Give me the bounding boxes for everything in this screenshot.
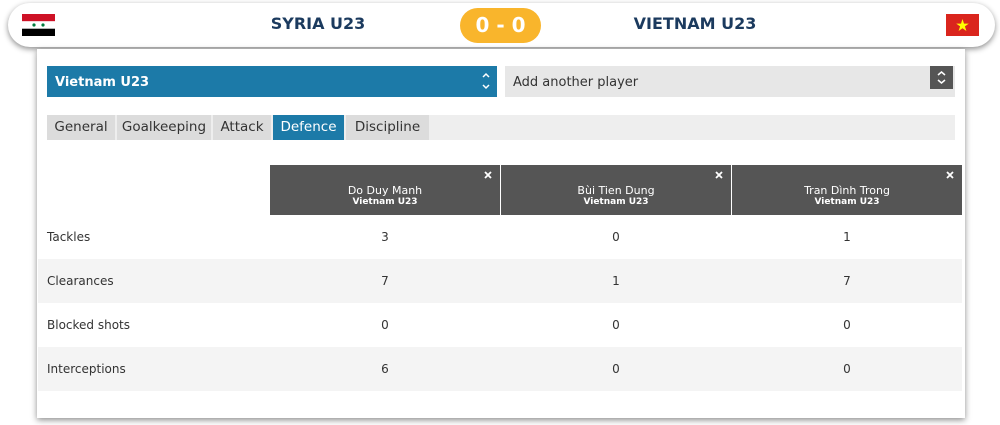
- syria-flag: [22, 14, 55, 36]
- stat-row: Tackles 3 0 1: [38, 215, 962, 259]
- player-name: Do Duy Manh: [347, 184, 423, 197]
- score: 0 - 0: [460, 8, 541, 43]
- tab[interactable]: Defence: [273, 115, 344, 140]
- player-select-text: Add another player: [513, 75, 639, 90]
- player-team: Vietnam U23: [583, 197, 649, 207]
- stat-value: 0: [843, 362, 851, 376]
- player-name: Tran Dình Trong: [804, 184, 890, 197]
- stat-value: 0: [381, 318, 389, 332]
- stat-value: 6: [381, 362, 389, 376]
- stat-value: 0: [843, 318, 851, 332]
- home-team: SYRIA U23: [270, 14, 366, 33]
- vietnam-flag: [946, 14, 979, 36]
- away-team: VIETNAM U23: [633, 14, 757, 33]
- stat-value: 0: [612, 362, 620, 376]
- player-column-header: Bùi Tien Dung Vietnam U23: [501, 165, 731, 215]
- team-select[interactable]: Vietnam U23: [47, 66, 497, 97]
- stat-row: Blocked shots 0 0 0: [38, 303, 962, 347]
- stat-label: Tackles: [47, 230, 91, 244]
- stat-value: 3: [381, 230, 389, 244]
- tab[interactable]: Goalkeeping: [117, 115, 211, 140]
- player-column-header: Do Duy Manh Vietnam U23: [270, 165, 500, 215]
- team-select-text: Vietnam U23: [55, 75, 150, 90]
- player-column-header: Tran Dình Trong Vietnam U23: [732, 165, 962, 215]
- stat-value: 7: [843, 274, 851, 288]
- player-name: Bùi Tien Dung: [577, 184, 655, 197]
- stat-row: Interceptions 6 0 0: [38, 347, 962, 391]
- remove-player[interactable]: [484, 171, 492, 179]
- stat-label: Clearances: [47, 274, 114, 288]
- tab-bar: General Goalkeeping Attack Defence Disciplin…: [47, 115, 955, 140]
- remove-player[interactable]: [715, 171, 723, 179]
- stat-value: 0: [612, 318, 620, 332]
- select-arrows: [482, 72, 490, 90]
- select-arrows: [930, 66, 953, 89]
- stat-value: 1: [843, 230, 851, 244]
- stat-row: Clearances 7 1 7: [38, 259, 962, 303]
- stat-label: Interceptions: [47, 362, 126, 376]
- stat-value: 7: [381, 274, 389, 288]
- stat-value: 1: [612, 274, 620, 288]
- stat-label: Blocked shots: [47, 318, 130, 332]
- tab[interactable]: General: [47, 115, 115, 140]
- player-team: Vietnam U23: [814, 197, 880, 207]
- tab[interactable]: Discipline: [346, 115, 429, 140]
- stat-value: 0: [612, 230, 620, 244]
- player-select[interactable]: Add another player: [505, 66, 955, 97]
- remove-player[interactable]: [946, 171, 954, 179]
- tab[interactable]: Attack: [213, 115, 271, 140]
- player-team: Vietnam U23: [352, 197, 418, 207]
